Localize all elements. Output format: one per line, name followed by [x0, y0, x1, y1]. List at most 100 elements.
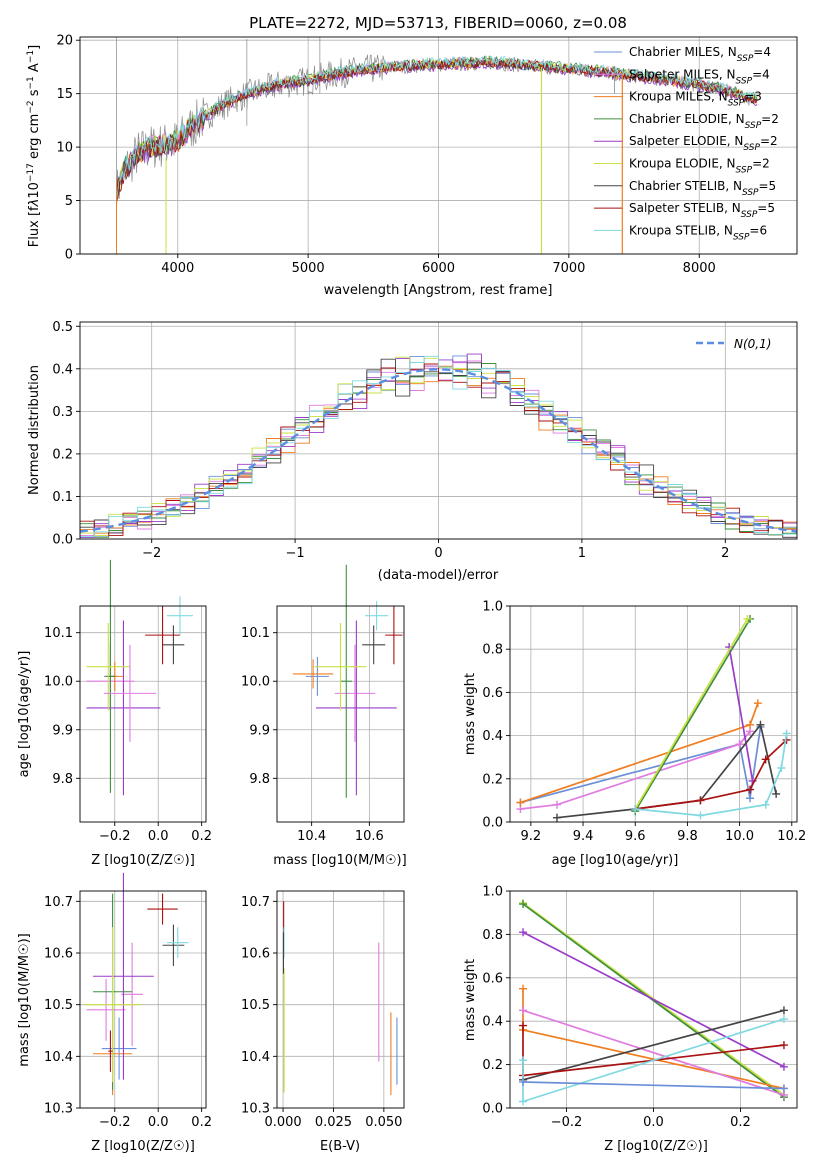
- marker-kroupa_miles: [746, 720, 755, 729]
- panel-age_vs_weight: 9.2 9.4 9.6 9.8 10.0 10.2 0.0 0.2 0.4 0.6 0.8 1.0: [482, 600, 806, 845]
- series-line-kroupa_elodie: [634, 618, 749, 810]
- y-tick-label: 10.0: [241, 675, 270, 690]
- x-axis-label: Z [log10(Z/Z☉)]: [604, 1139, 708, 1154]
- y-tick-label: 0.1: [52, 490, 73, 505]
- panel-spectrum: 4000 5000 6000 7000 8000 0 5 10 15 20: [56, 34, 798, 276]
- marker-kroupa_stelib: [519, 1056, 528, 1065]
- x-tick-label: 8000: [683, 261, 716, 276]
- y-tick-label: 10.0: [44, 675, 73, 690]
- panel-z_vs_weight: −0.2 0.0 0.2 0.0 0.2 0.4 0.6 0.8 1.0: [482, 885, 798, 1130]
- x-tick-label: 4000: [161, 261, 194, 276]
- y-axis-label: age [log10(age/yr)]: [17, 651, 32, 778]
- legend-entry: Chabrier STELIB, NSSP=5: [629, 179, 776, 198]
- marker-chabrier_stelib: [772, 789, 781, 798]
- marker-kroupa_stelib: [696, 811, 705, 820]
- marker-kroupa_stelib: [782, 729, 791, 738]
- y-tick-label: 10.6: [44, 947, 73, 962]
- x-tick-label: 10.4: [297, 829, 326, 844]
- marker-chabrier_stelib: [756, 720, 765, 729]
- series-line-chabrier_miles: [520, 726, 762, 804]
- y-tick-label: 10: [56, 141, 73, 156]
- series-line-chabrier_stelib: [522, 1009, 785, 1081]
- y-tick-label: 10.4: [241, 1050, 270, 1065]
- legend-entry: Chabrier MILES, NSSP=4: [629, 45, 771, 64]
- y-tick-label: 0.6: [482, 686, 503, 701]
- marker-salpeter_stelib: [519, 1021, 528, 1030]
- marker-kroupa_miles: [519, 984, 528, 993]
- panel-mass_vs_age: 10.4 10.6 9.8 9.9 10.0 10.1: [241, 564, 405, 844]
- y-tick-label: 10.3: [241, 1102, 270, 1117]
- x-tick-label: −1: [286, 546, 305, 561]
- marker-salpeter_stelib: [696, 796, 705, 805]
- model-spectrum-kroupa_stelib: [116, 55, 758, 201]
- marker-kroupa_miles: [753, 699, 762, 708]
- x-tick-label: 0.0: [148, 829, 169, 844]
- legend-entry: Kroupa STELIB, NSSP=6: [629, 223, 767, 242]
- marker-chabrier_elodie: [519, 900, 528, 909]
- x-axis-label: (data-model)/error: [378, 568, 499, 583]
- y-tick-label: 0.0: [482, 816, 503, 831]
- x-tick-label: 9.6: [625, 829, 646, 844]
- marker-chabrier_miles: [519, 1077, 528, 1086]
- marker-salpeter_stelib: [761, 755, 770, 764]
- series-line-chabrier_elodie: [522, 903, 785, 1098]
- legend-entry: Kroupa ELODIE, NSSP=2: [629, 157, 770, 176]
- y-tick-label: 0.2: [52, 447, 73, 462]
- marker-kroupa_stelib: [761, 800, 770, 809]
- y-tick-label: 0.0: [52, 533, 73, 548]
- legend: N(0,1): [696, 337, 771, 351]
- y-tick-label: 10.1: [44, 626, 73, 641]
- y-tick-label: 10.5: [241, 998, 270, 1013]
- x-tick-label: 9.8: [677, 829, 698, 844]
- x-axis-label: age [log10(age/yr)]: [552, 853, 679, 868]
- y-tick-label: 20: [56, 34, 73, 49]
- marker-chabrier_stelib: [552, 813, 561, 822]
- x-tick-label: 0.2: [730, 1115, 751, 1130]
- axes-frame: [79, 890, 207, 1109]
- histogram-salpeter_stelib: [80, 363, 797, 536]
- x-tick-label: 0.050: [365, 1115, 402, 1130]
- y-tick-label: 0.4: [482, 729, 503, 744]
- y-tick-label: 9.8: [52, 772, 73, 787]
- marker-salpeter_miles: [735, 740, 744, 749]
- x-tick-label: 9.4: [573, 829, 594, 844]
- y-tick-label: 10.6: [241, 947, 270, 962]
- x-tick-label: 0.0: [148, 1115, 169, 1130]
- y-axis-label: Flux [fλ10−17 erg cm−2 s−1 A−1]: [26, 45, 42, 247]
- x-tick-label: −0.2: [99, 829, 131, 844]
- y-tick-label: 0.0: [482, 1102, 503, 1117]
- series-line-salpeter_elodie: [522, 931, 785, 1068]
- x-tick-label: 7000: [552, 261, 585, 276]
- legend-entry: N(0,1): [734, 337, 771, 351]
- y-tick-label: 10.5: [44, 998, 73, 1013]
- marker-salpeter_miles: [519, 1006, 528, 1015]
- chart-title: PLATE=2272, MJD=53713, FIBERID=0060, z=0…: [249, 14, 627, 32]
- x-tick-label: 0.025: [315, 1115, 352, 1130]
- y-axis-label: mass weight: [463, 673, 478, 755]
- marker-kroupa_stelib: [519, 1097, 528, 1106]
- x-tick-label: 0.2: [191, 829, 212, 844]
- x-tick-label: −2: [142, 546, 161, 561]
- x-tick-label: 10.0: [725, 829, 754, 844]
- series-line-chabrier_miles: [522, 1081, 785, 1090]
- x-tick-label: −0.2: [551, 1115, 583, 1130]
- y-tick-label: 1.0: [482, 600, 503, 615]
- x-tick-label: 0.000: [264, 1115, 301, 1130]
- y-tick-label: 0: [65, 248, 73, 263]
- panel-z_vs_age: −0.2 0.0 0.2 9.8 9.9 10.0 10.1: [44, 559, 212, 844]
- x-tick-label: 0.0: [643, 1115, 664, 1130]
- series-line-chabrier_elodie: [634, 618, 751, 812]
- x-tick-label: 10.2: [777, 829, 806, 844]
- x-tick-label: 9.2: [521, 829, 542, 844]
- marker-kroupa_stelib: [779, 1015, 788, 1024]
- y-tick-label: 0.4: [482, 1015, 503, 1030]
- x-axis-label: Z [log10(Z/Z☉)]: [91, 1139, 195, 1154]
- x-tick-label: 5000: [292, 261, 325, 276]
- y-tick-label: 5: [65, 194, 73, 209]
- axes-frame: [276, 890, 405, 1109]
- marker-salpeter_stelib: [746, 785, 755, 794]
- y-tick-label: 0.6: [482, 971, 503, 986]
- y-tick-label: 0.2: [482, 772, 503, 787]
- x-tick-label: 10.6: [355, 829, 384, 844]
- marker-salpeter_stelib: [779, 1041, 788, 1050]
